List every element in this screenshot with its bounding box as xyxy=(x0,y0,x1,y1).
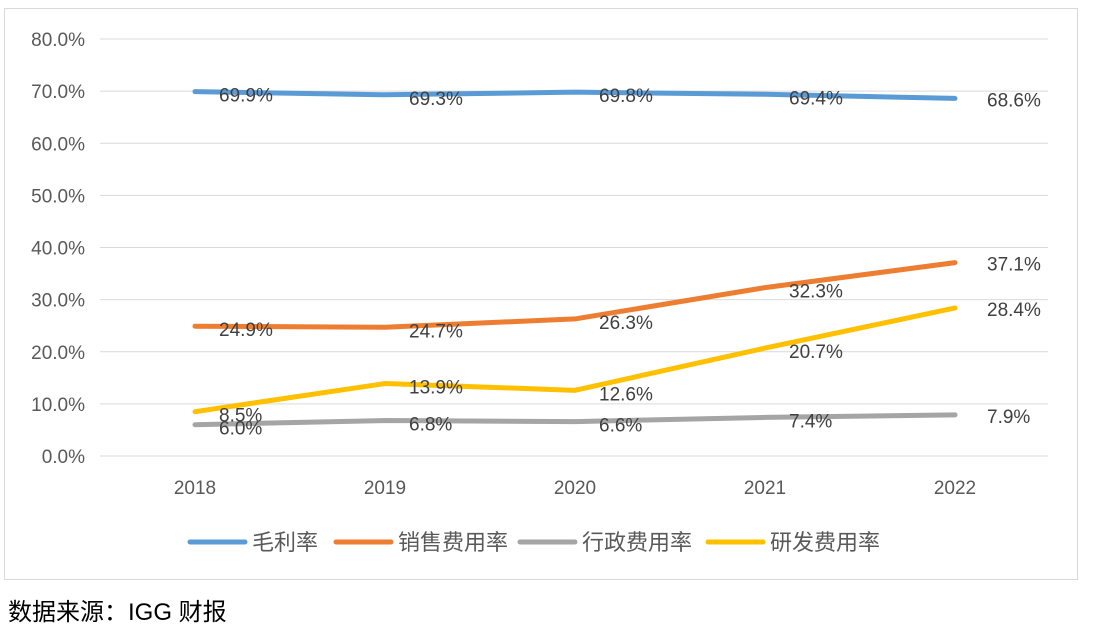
data-label: 28.4% xyxy=(987,300,1041,321)
legend-label: 毛利率 xyxy=(252,530,318,555)
data-label: 26.3% xyxy=(599,313,653,334)
y-tick-label: 60.0% xyxy=(31,134,85,155)
y-tick-label: 80.0% xyxy=(31,30,85,51)
y-tick-label: 70.0% xyxy=(31,82,85,103)
data-label: 69.8% xyxy=(599,86,653,107)
data-label: 20.7% xyxy=(789,342,843,363)
series-line xyxy=(192,305,958,415)
y-tick-label: 30.0% xyxy=(31,291,85,312)
chart-frame xyxy=(4,8,1078,580)
y-tick-label: 20.0% xyxy=(31,343,85,364)
x-tick-label: 2021 xyxy=(744,478,786,499)
x-tick-label: 2018 xyxy=(174,478,216,499)
data-label: 13.9% xyxy=(409,378,463,399)
data-label: 69.3% xyxy=(409,89,463,110)
data-label: 6.6% xyxy=(599,416,642,437)
data-label: 69.9% xyxy=(219,86,273,107)
x-tick-label: 2019 xyxy=(364,478,406,499)
data-label: 24.7% xyxy=(409,321,463,342)
data-label: 24.9% xyxy=(219,320,273,341)
data-label: 8.5% xyxy=(219,406,262,427)
legend-label: 行政费用率 xyxy=(582,530,692,555)
x-tick-label: 2020 xyxy=(554,478,596,499)
data-label: 7.4% xyxy=(789,411,832,432)
data-label: 6.8% xyxy=(409,415,452,436)
data-label: 69.4% xyxy=(789,88,843,109)
data-label: 32.3% xyxy=(789,282,843,303)
line-chart: 0.0% 10.0% 20.0% 30.0% 40.0% 50.0% 60.0% 70.0% 8… xyxy=(31,30,1048,555)
y-tick-label: 50.0% xyxy=(31,186,85,207)
legend-label: 销售费用率 xyxy=(398,530,508,555)
data-label: 68.6% xyxy=(987,90,1041,111)
data-label: 6.0% xyxy=(219,419,262,440)
data-label: 12.6% xyxy=(599,384,653,405)
data-label: 37.1% xyxy=(987,255,1041,276)
data-label: 7.9% xyxy=(987,407,1030,428)
y-tick-label: 10.0% xyxy=(31,395,85,416)
series-line xyxy=(192,260,958,330)
legend-label: 研发费用率 xyxy=(770,530,880,555)
series-line xyxy=(192,412,958,428)
source-note: 数据来源：IGG 财报 xyxy=(8,599,227,626)
y-tick-label: 0.0% xyxy=(42,447,85,468)
x-tick-label: 2022 xyxy=(934,478,976,499)
series-line xyxy=(192,89,958,101)
y-tick-label: 40.0% xyxy=(31,239,85,260)
